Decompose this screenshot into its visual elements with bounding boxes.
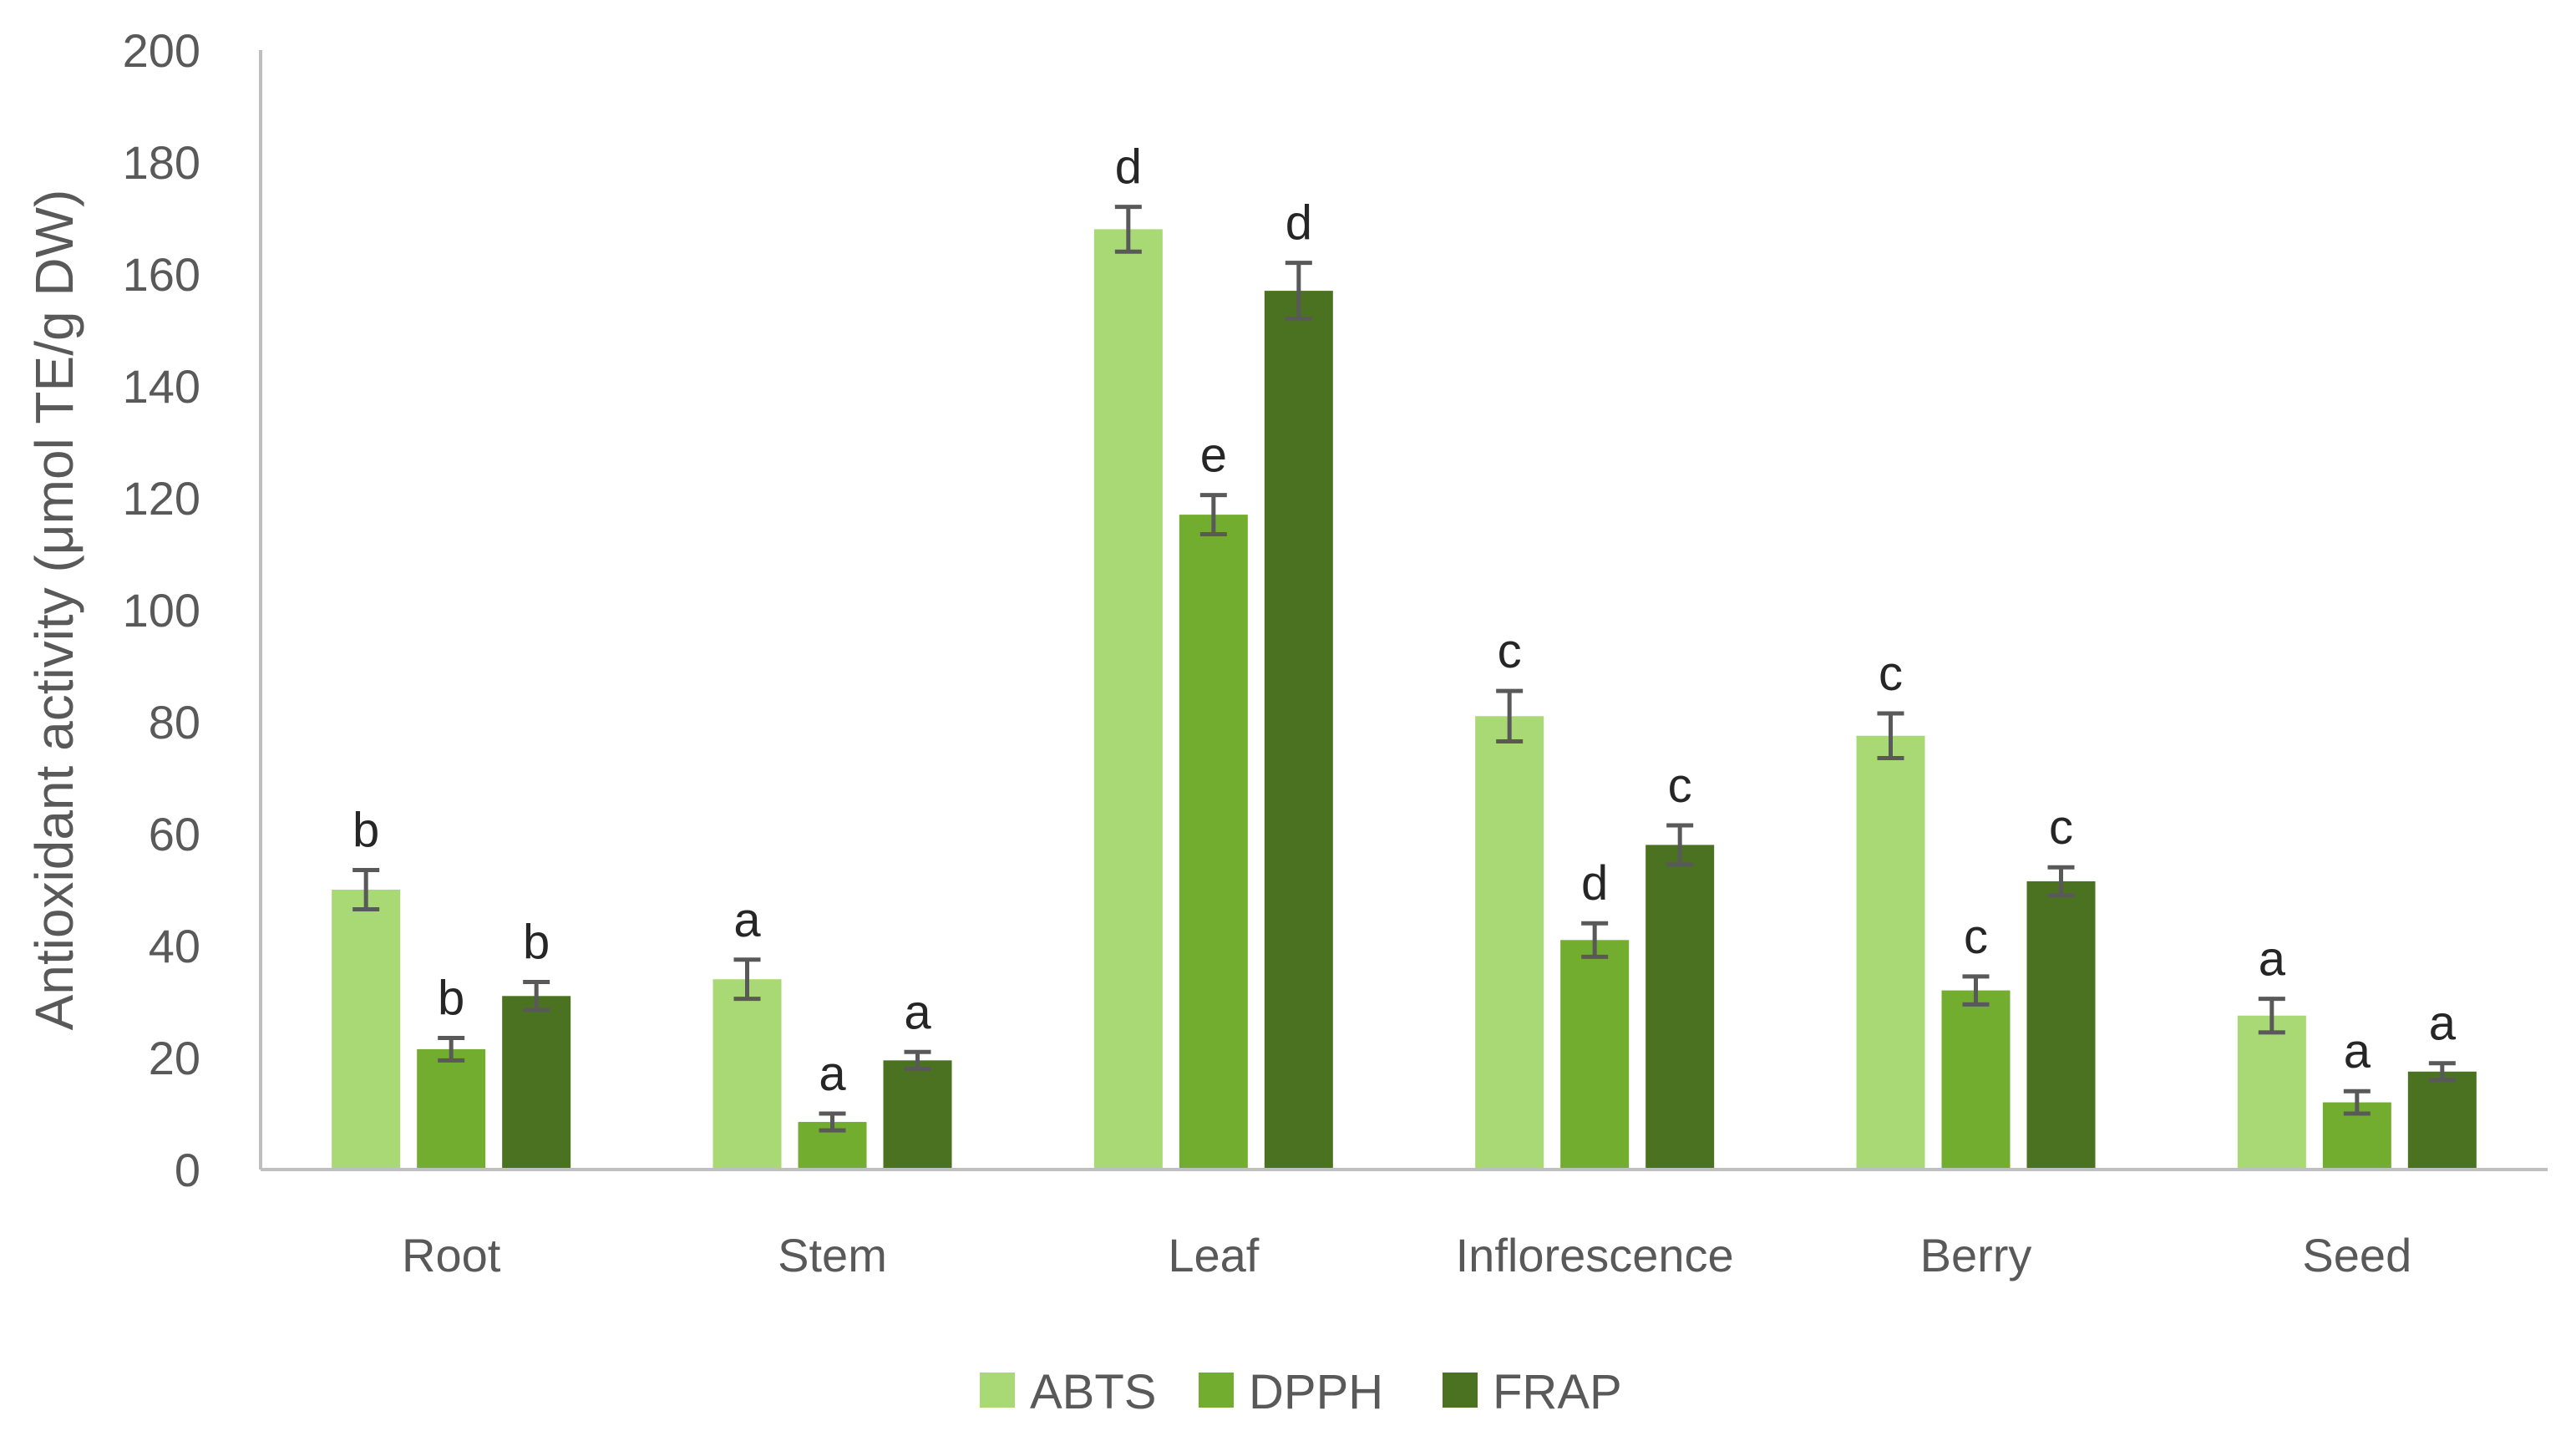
bar-abts xyxy=(1475,716,1544,1170)
y-tick-label: 0 xyxy=(175,1144,200,1196)
y-tick-label: 160 xyxy=(123,248,200,301)
y-tick-label: 40 xyxy=(149,920,200,972)
bar-frap xyxy=(502,996,571,1170)
bars xyxy=(332,229,2477,1170)
significance-letter: b xyxy=(352,804,379,858)
error-bar xyxy=(904,1049,931,1071)
error-bar xyxy=(438,1036,465,1063)
legend-item-frap: FRAP xyxy=(1443,1365,1622,1419)
legend-label: ABTS xyxy=(1030,1365,1157,1419)
significance-letter: c xyxy=(1498,624,1522,678)
y-tick-label: 100 xyxy=(123,584,200,637)
significance-letter: d xyxy=(1285,196,1312,251)
significance-letter: d xyxy=(1115,140,1142,195)
error-bar xyxy=(1496,688,1524,743)
error-bar xyxy=(1877,711,1904,761)
significance-letter: a xyxy=(2259,932,2286,987)
error-bar xyxy=(523,980,550,1012)
significance-letter: a xyxy=(2344,1024,2371,1078)
significance-letter: d xyxy=(1581,856,1608,911)
bar-dpph xyxy=(1179,515,1248,1170)
significance-letter: b xyxy=(438,972,464,1026)
bar-frap xyxy=(2026,880,2096,1170)
bar-frap xyxy=(883,1060,952,1170)
significance-letter: e xyxy=(1200,429,1227,483)
bar-abts xyxy=(1093,229,1163,1170)
error-bar xyxy=(1285,261,1312,322)
bar-frap xyxy=(1645,845,1715,1170)
bar-dpph xyxy=(1941,990,2011,1170)
error-bar xyxy=(1581,921,1609,959)
significance-letter: c xyxy=(1879,647,1903,701)
legend-item-dpph: DPPH xyxy=(1199,1365,1383,1419)
y-tick-label: 140 xyxy=(123,360,200,413)
legend-swatch xyxy=(980,1373,1015,1408)
significance-letter: a xyxy=(819,1047,846,1101)
bar-dpph xyxy=(1560,940,1630,1170)
significance-letter: c xyxy=(2049,800,2073,855)
error-bar xyxy=(1666,823,1694,867)
error-bar xyxy=(2047,865,2075,898)
error-bar xyxy=(352,868,380,911)
y-tick-label: 20 xyxy=(149,1032,200,1084)
x-tick-label: Berry xyxy=(1920,1229,2032,1281)
significance-letters: b b b a a a d e d c d c c c c a a a xyxy=(352,140,2457,1101)
significance-letter: c xyxy=(1964,910,1988,964)
error-bar xyxy=(1199,493,1227,537)
x-tick-label: Root xyxy=(402,1229,501,1281)
significance-letter: a xyxy=(2429,997,2457,1051)
legend-swatch xyxy=(1199,1373,1234,1408)
bar-frap xyxy=(1264,291,1333,1170)
legend-label: DPPH xyxy=(1249,1365,1383,1419)
error-bar xyxy=(819,1111,846,1133)
x-axis-tick-labels: Root Stem Leaf Inflorescence Berry Seed xyxy=(402,1229,2411,1281)
bar-abts xyxy=(1856,735,1925,1170)
bar-abts xyxy=(2237,1015,2306,1170)
bar-abts xyxy=(712,979,782,1170)
legend: ABTS DPPH FRAP xyxy=(980,1365,1622,1419)
error-bar xyxy=(2428,1061,2456,1083)
legend-label: FRAP xyxy=(1493,1365,1622,1419)
y-axis-title: Antioxidant activity (μmol TE/g DW) xyxy=(24,190,84,1031)
x-tick-label: Inflorescence xyxy=(1456,1229,1734,1281)
legend-swatch xyxy=(1443,1373,1478,1408)
bar-frap xyxy=(2407,1071,2477,1170)
error-bar xyxy=(1962,974,1990,1007)
error-bar xyxy=(2343,1088,2371,1116)
error-bar xyxy=(1114,205,1142,254)
x-tick-label: Stem xyxy=(778,1229,887,1281)
bar-dpph xyxy=(417,1048,486,1170)
significance-letter: b xyxy=(523,916,550,970)
error-bar xyxy=(2258,997,2285,1035)
x-tick-label: Seed xyxy=(2302,1229,2411,1281)
y-axis-ticks: 0 20 40 60 80 100 120 140 160 180 200 xyxy=(123,24,200,1196)
significance-letter: a xyxy=(733,893,761,947)
y-tick-label: 80 xyxy=(149,696,200,748)
significance-letter: c xyxy=(1668,759,1692,813)
significance-letter: a xyxy=(904,985,931,1039)
bar-abts xyxy=(332,890,401,1170)
error-bars xyxy=(352,205,2456,1133)
x-tick-label: Leaf xyxy=(1168,1229,1259,1281)
y-tick-label: 120 xyxy=(123,472,200,525)
error-bar xyxy=(733,957,761,1002)
y-tick-label: 60 xyxy=(149,808,200,860)
y-tick-label: 200 xyxy=(123,24,200,77)
y-tick-label: 180 xyxy=(123,136,200,189)
legend-item-abts: ABTS xyxy=(980,1365,1157,1419)
